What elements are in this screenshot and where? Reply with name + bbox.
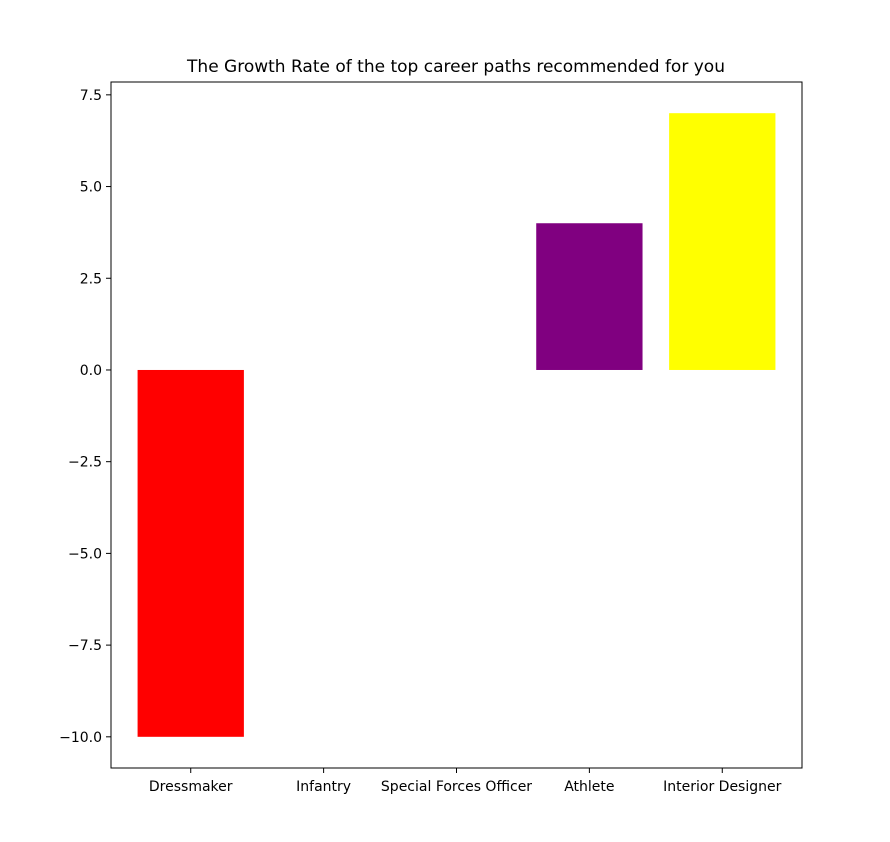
chart-title: The Growth Rate of the top career paths … (186, 57, 725, 77)
y-tick-label: 5.0 (80, 180, 102, 196)
x-tick-label: Athlete (564, 779, 614, 795)
x-tick-label: Dressmaker (149, 779, 233, 795)
bar-interior-designer (669, 113, 776, 370)
x-tick-label: Special Forces Officer (381, 779, 532, 795)
bar-dressmaker (137, 369, 244, 737)
y-tick-label: −5.0 (68, 546, 102, 562)
y-tick-label: −10.0 (59, 730, 102, 746)
bar-athlete (536, 223, 643, 370)
y-tick-label: 7.5 (80, 88, 102, 104)
x-axis: Dressmaker Infantry Special Forces Officer… (149, 768, 782, 795)
y-tick-label: −2.5 (68, 455, 102, 471)
bars-group (137, 113, 776, 737)
x-tick-label: Infantry (296, 779, 351, 795)
x-tick-label: Interior Designer (663, 779, 781, 795)
plot-frame (110, 81, 803, 769)
y-tick-label: 0.0 (80, 363, 102, 379)
y-tick-label: 2.5 (80, 271, 102, 287)
y-axis: −10.0 −7.5 −5.0 −2.5 0.0 2.5 5.0 7.5 (59, 88, 111, 746)
y-tick-label: −7.5 (68, 638, 102, 654)
